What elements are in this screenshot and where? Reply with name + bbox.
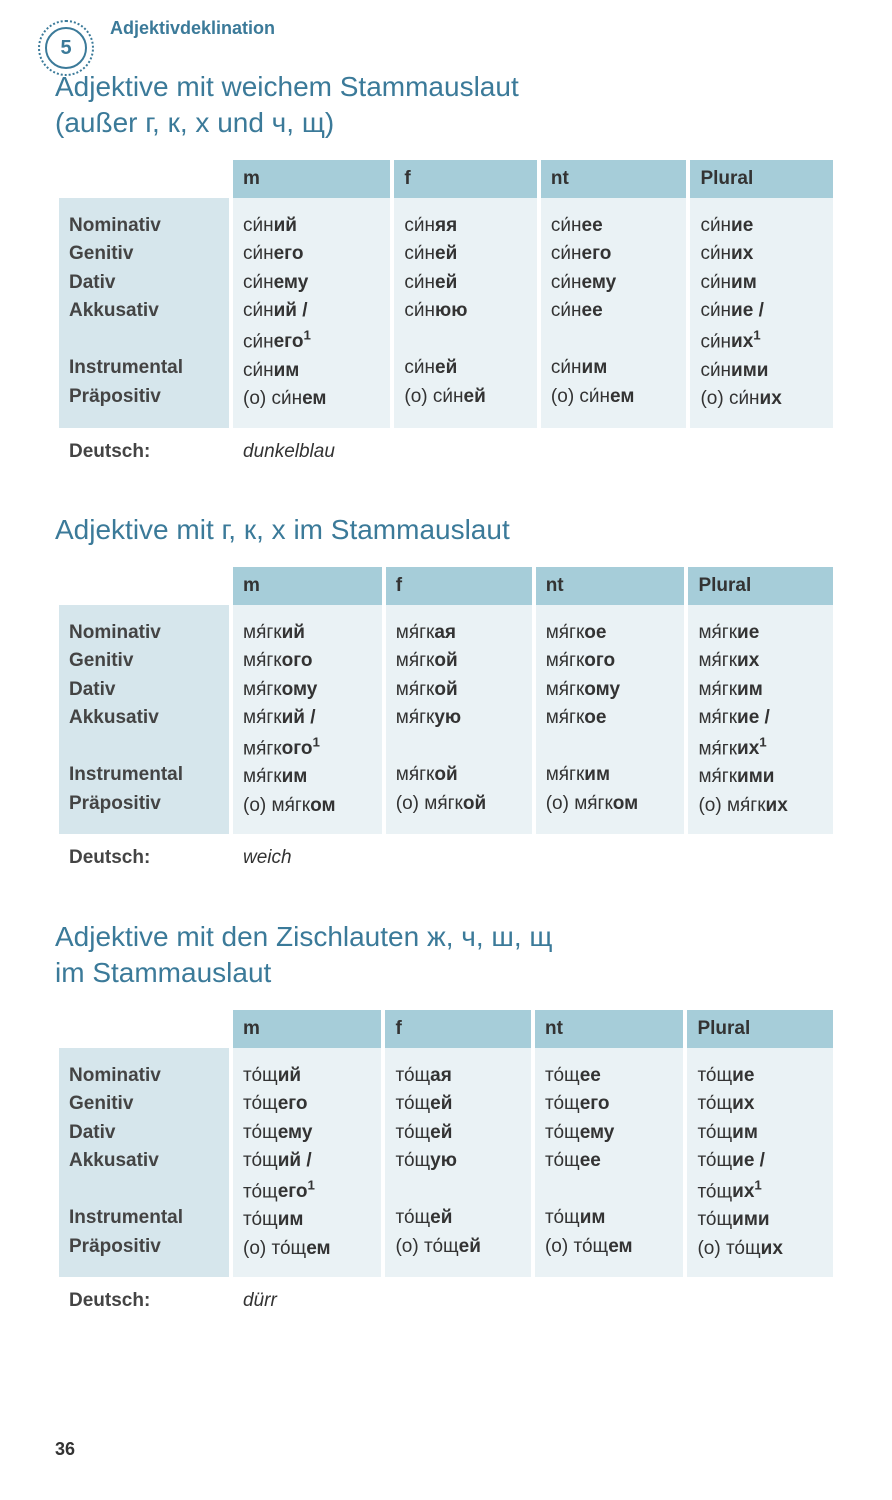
column-header: nt [536, 567, 685, 605]
translation: weich [233, 834, 382, 883]
declension-table: mfntPlural NominativGenitivDativAkkusativ… [55, 1010, 837, 1326]
declension-cell: мя́гкиемя́гкихмя́гкиммя́гкие /мя́гких1мя… [688, 605, 833, 835]
page-number: 36 [55, 1439, 75, 1460]
chapter-badge: 5 [38, 20, 94, 76]
deutsch-label: Deutsch: [59, 834, 229, 883]
declension-cell: мя́гкаямя́гкоймя́гкоймя́гкую мя́гкой(о) … [386, 605, 532, 835]
declension-cell: то́щийто́щегото́щемуто́щий /то́щего1то́щ… [233, 1048, 381, 1278]
page-header: Adjektivdeklination [0, 0, 892, 39]
case-labels: NominativGenitivDativAkkusativ Instrumen… [59, 1048, 229, 1278]
chapter-number: 5 [45, 27, 87, 69]
grammar-section: Adjektive mit den Zischlauten ж, ч, ш, щ… [55, 919, 837, 1326]
header-title: Adjektivdeklination [110, 18, 892, 39]
column-header: Plural [690, 160, 833, 198]
declension-cell: мя́гкоемя́гкогомя́гкомумя́гкое мя́гким(о… [536, 605, 685, 835]
column-header: f [385, 1010, 531, 1048]
declension-table: mfntPlural NominativGenitivDativAkkusativ… [55, 567, 837, 883]
case-labels: NominativGenitivDativAkkusativ Instrumen… [59, 605, 229, 835]
column-header: f [386, 567, 532, 605]
grammar-section: Adjektive mit weichem Stammauslaut(außer… [55, 69, 837, 476]
declension-cell: си́нийси́негоси́немуси́ний /си́него1си́н… [233, 198, 390, 428]
column-header: m [233, 1010, 381, 1048]
declension-cell: си́няяси́нейси́нейси́нюю си́ней(о) си́не… [394, 198, 537, 428]
column-header: m [233, 567, 382, 605]
deutsch-label: Deutsch: [59, 1277, 229, 1326]
declension-table: mfntPlural NominativGenitivDativAkkusativ… [55, 160, 837, 476]
column-header: Plural [687, 1010, 833, 1048]
declension-cell: то́щеето́щегото́щемуто́щее то́щим(о) то́… [535, 1048, 683, 1278]
section-title: Adjektive mit weichem Stammauslaut(außer… [55, 69, 837, 142]
declension-cell: си́нееси́негоси́немуси́нее си́ним(о) си́… [541, 198, 687, 428]
grammar-section: Adjektive mit г, к, х im Stammauslaut mfn… [55, 512, 837, 883]
declension-cell: мя́гкиймя́гкогомя́гкомумя́гкий /мя́гкого… [233, 605, 382, 835]
declension-cell: си́ниеси́нихси́нимси́ние /си́них1си́ними… [690, 198, 833, 428]
deutsch-label: Deutsch: [59, 428, 229, 477]
case-labels: NominativGenitivDativAkkusativ Instrumen… [59, 198, 229, 428]
column-header: Plural [688, 567, 833, 605]
declension-cell: то́щието́щихто́щимто́щие /то́щих1то́щими… [687, 1048, 833, 1278]
translation: dürr [233, 1277, 381, 1326]
column-header: m [233, 160, 390, 198]
declension-cell: то́щаято́щейто́щейто́щую то́щей(о) то́ще… [385, 1048, 531, 1278]
column-header: f [394, 160, 537, 198]
section-title: Adjektive mit den Zischlauten ж, ч, ш, щ… [55, 919, 837, 992]
column-header: nt [535, 1010, 683, 1048]
translation: dunkelblau [233, 428, 390, 477]
column-header: nt [541, 160, 687, 198]
section-title: Adjektive mit г, к, х im Stammauslaut [55, 512, 837, 548]
